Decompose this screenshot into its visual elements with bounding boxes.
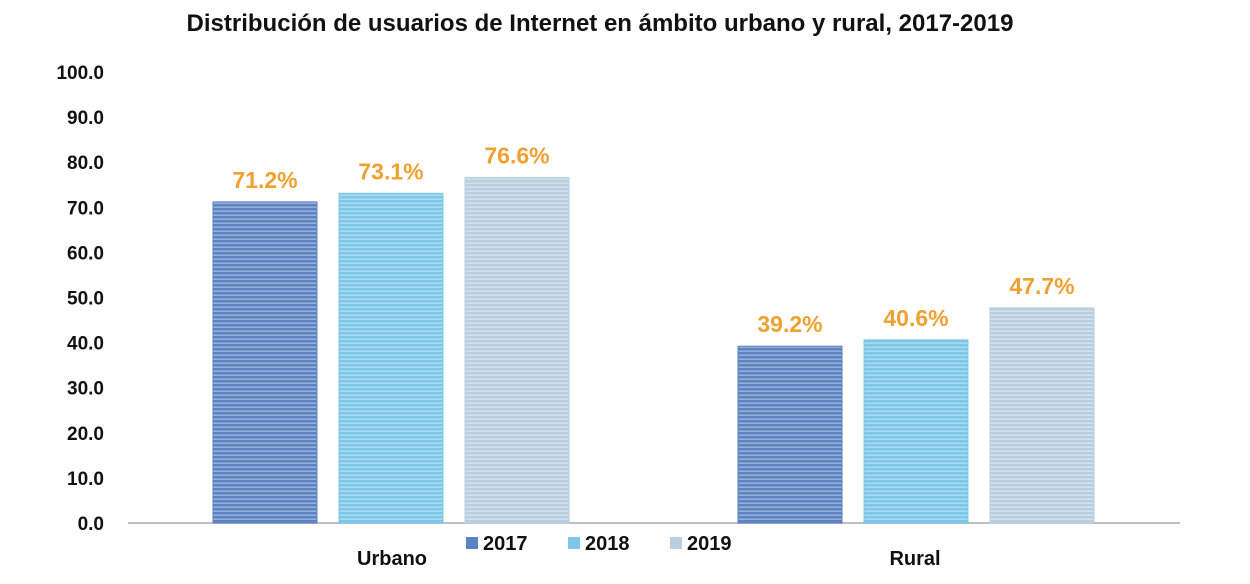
- y-tick-label: 50.0: [67, 289, 104, 310]
- legend-swatch-2018: [568, 537, 580, 549]
- y-tick-label: 70.0: [67, 198, 104, 219]
- legend: 2017 2018 2019: [466, 533, 732, 555]
- category-label-urbano: Urbano: [357, 548, 427, 570]
- data-label: 73.1%: [358, 158, 423, 184]
- legend-swatch-2017: [466, 537, 478, 549]
- bar-urbano-2018: [338, 192, 444, 524]
- y-tick-label: 100.0: [56, 63, 104, 84]
- data-labels: 71.2% 73.1% 76.6% 39.2% 40.6% 47.7%: [232, 143, 1074, 338]
- y-tick-label: 80.0: [67, 153, 104, 174]
- bar-rural-2017: [737, 345, 843, 524]
- bar-rural-2018: [863, 339, 969, 524]
- y-tick-label: 60.0: [67, 243, 104, 264]
- bars: [212, 177, 1095, 524]
- y-axis: 0.0 10.0 20.0 30.0 40.0 50.0 60.0 70.0 80.0 90.0 1…: [56, 63, 104, 535]
- category-labels: Urbano Rural: [357, 548, 941, 570]
- y-tick-label: 30.0: [67, 379, 104, 400]
- bar-rural-2019: [989, 307, 1095, 524]
- legend-label-2019: 2019: [687, 533, 732, 555]
- data-label: 40.6%: [883, 305, 948, 331]
- legend-label-2018: 2018: [585, 533, 630, 555]
- y-tick-label: 40.0: [67, 334, 104, 355]
- y-tick-label: 10.0: [67, 469, 104, 490]
- bar-urbano-2017: [212, 201, 318, 524]
- bar-urbano-2019: [464, 177, 570, 524]
- chart-title: Distribución de usuarios de Internet en …: [186, 10, 1014, 37]
- y-tick-label: 0.0: [78, 514, 104, 535]
- y-tick-label: 90.0: [67, 108, 104, 129]
- data-label: 39.2%: [757, 311, 822, 337]
- legend-swatch-2019: [670, 537, 682, 549]
- data-label: 71.2%: [232, 167, 297, 193]
- y-tick-label: 20.0: [67, 424, 104, 445]
- category-label-rural: Rural: [889, 548, 940, 570]
- data-label: 76.6%: [484, 143, 549, 169]
- data-label: 47.7%: [1009, 273, 1074, 299]
- legend-label-2017: 2017: [483, 533, 528, 555]
